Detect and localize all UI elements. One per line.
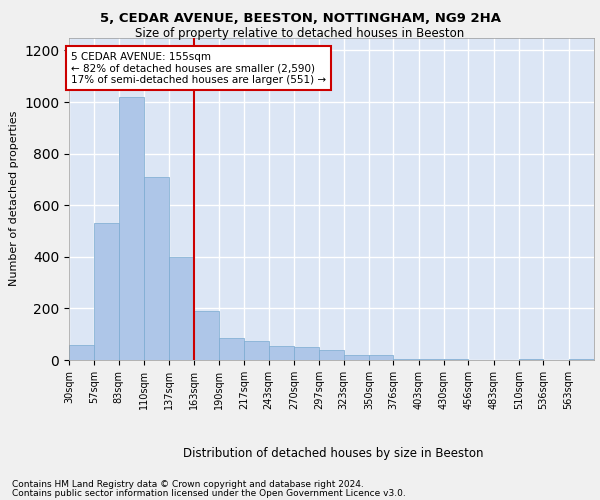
Bar — [519, 358, 544, 360]
Bar — [69, 344, 94, 360]
Bar — [444, 358, 469, 360]
Text: 5 CEDAR AVENUE: 155sqm
← 82% of detached houses are smaller (2,590)
17% of semi-: 5 CEDAR AVENUE: 155sqm ← 82% of detached… — [71, 52, 326, 85]
Bar — [319, 350, 344, 360]
Bar — [344, 355, 369, 360]
Text: Contains HM Land Registry data © Crown copyright and database right 2024.: Contains HM Land Registry data © Crown c… — [12, 480, 364, 489]
Bar — [369, 355, 394, 360]
Bar — [269, 346, 294, 360]
Bar — [144, 177, 169, 360]
Text: 5, CEDAR AVENUE, BEESTON, NOTTINGHAM, NG9 2HA: 5, CEDAR AVENUE, BEESTON, NOTTINGHAM, NG… — [100, 12, 500, 26]
Bar — [194, 311, 219, 360]
Bar — [294, 347, 319, 360]
Text: Distribution of detached houses by size in Beeston: Distribution of detached houses by size … — [183, 448, 483, 460]
Text: Contains public sector information licensed under the Open Government Licence v3: Contains public sector information licen… — [12, 489, 406, 498]
Y-axis label: Number of detached properties: Number of detached properties — [8, 111, 19, 286]
Bar — [419, 358, 444, 360]
Text: Size of property relative to detached houses in Beeston: Size of property relative to detached ho… — [136, 28, 464, 40]
Bar — [169, 257, 194, 360]
Bar — [244, 340, 269, 360]
Bar — [219, 338, 244, 360]
Bar — [94, 224, 119, 360]
Bar — [119, 97, 144, 360]
Bar — [394, 358, 419, 360]
Bar — [569, 358, 594, 360]
